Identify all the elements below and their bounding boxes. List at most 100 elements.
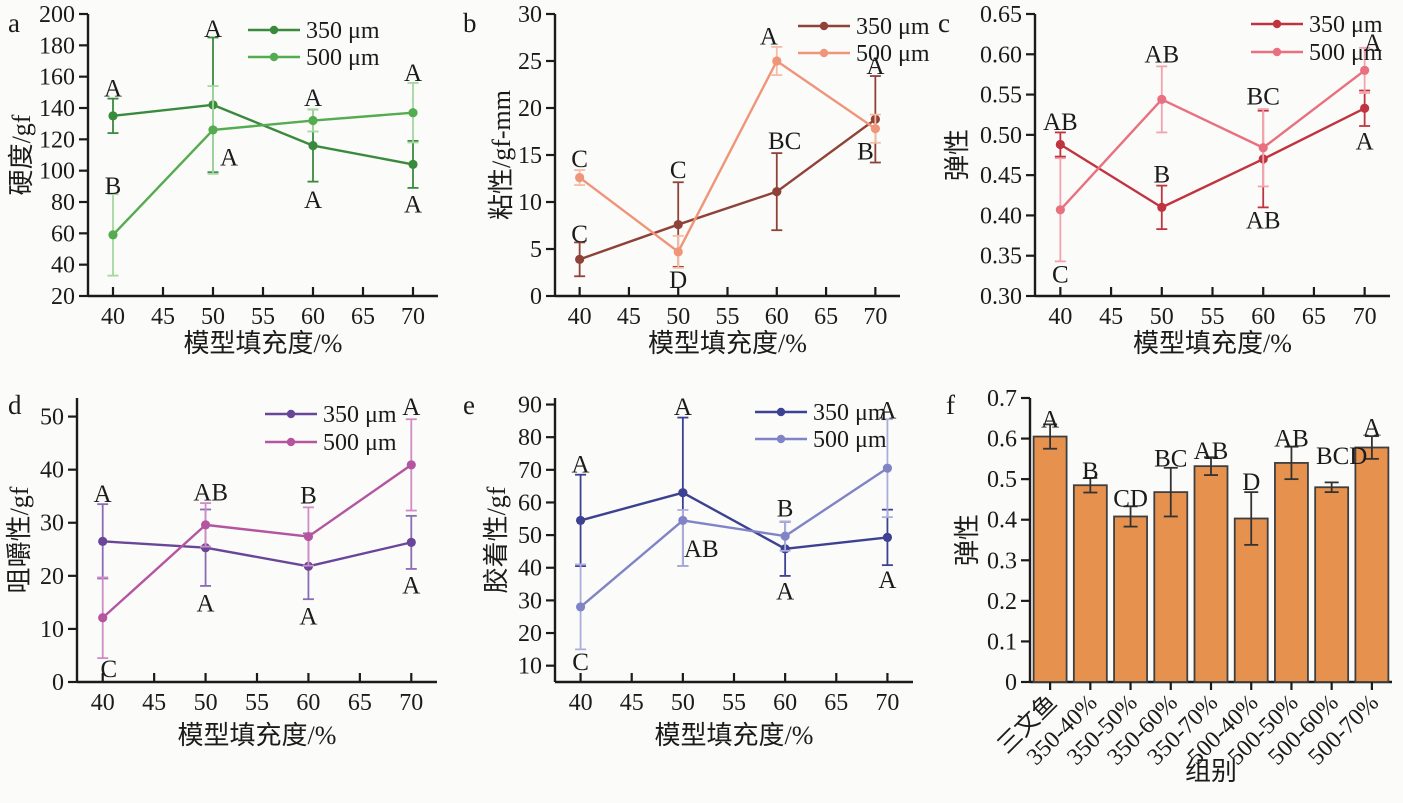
y-tick-label: 10 bbox=[518, 654, 542, 680]
x-tick-label: 50 bbox=[671, 690, 695, 716]
sig-letter: A bbox=[299, 604, 317, 631]
data-point bbox=[575, 172, 585, 183]
legend-marker-dot bbox=[819, 48, 829, 58]
y-tick-label: 5 bbox=[530, 237, 542, 263]
y-tick-label: 0.60 bbox=[980, 42, 1022, 68]
data-point bbox=[678, 515, 688, 526]
x-tick-label: 45 bbox=[151, 304, 175, 330]
sig-letter: C bbox=[571, 146, 588, 173]
series-line bbox=[1059, 107, 1366, 209]
sig-letter: AB bbox=[1144, 41, 1179, 68]
y-axis-title: 弹性 bbox=[943, 129, 972, 181]
legend-item-label: 350 μm bbox=[856, 14, 930, 40]
x-tick-label: 65 bbox=[1302, 304, 1326, 330]
data-point bbox=[1055, 139, 1065, 150]
panel-letter: b bbox=[463, 8, 477, 38]
legend-item-label: 500 μm bbox=[306, 45, 380, 71]
x-tick-label: 65 bbox=[348, 690, 372, 716]
series-350um: AB B AB A bbox=[1043, 89, 1374, 234]
sig-letter: A bbox=[760, 24, 778, 51]
x-tick-label: 60 bbox=[301, 304, 325, 330]
y-tick-label: 20 bbox=[518, 621, 542, 647]
x-axis-title: 模型填充度/% bbox=[1133, 329, 1292, 358]
bar bbox=[1032, 435, 1068, 683]
data-point bbox=[1157, 202, 1167, 212]
y-tick-label: 0 bbox=[1005, 670, 1017, 696]
x-tick-label: 45 bbox=[617, 304, 641, 330]
data-point bbox=[575, 602, 586, 612]
series-500um: B A A A bbox=[105, 60, 422, 277]
data-point bbox=[575, 254, 585, 264]
sig-letter: BC bbox=[1154, 446, 1187, 473]
x-tick-label: 60 bbox=[1251, 304, 1275, 330]
series-500um: C D A B bbox=[571, 24, 881, 294]
panel-f-springiness-bar-chart: f 0 0.1 0.2 0.3 0.4 0.5 0.6 0.7 弹性 三文鱼 350-40% 350-5… bbox=[930, 380, 1403, 798]
sig-letter: BC bbox=[1247, 83, 1280, 110]
x-tick-label: 45 bbox=[1099, 304, 1123, 330]
y-tick-label: 200 bbox=[39, 2, 75, 28]
y-tick-label: 120 bbox=[39, 127, 75, 153]
legend-item-label: 500 μm bbox=[323, 430, 397, 456]
data-point bbox=[882, 532, 893, 542]
x-tick-label: 40 bbox=[91, 690, 115, 716]
data-point bbox=[575, 515, 586, 526]
sig-letter: A bbox=[674, 394, 692, 421]
data-point bbox=[1360, 65, 1370, 75]
bar bbox=[1072, 484, 1108, 683]
data-point bbox=[200, 520, 211, 530]
y-tick-label: 20 bbox=[518, 96, 542, 122]
y-tick-label: 20 bbox=[40, 564, 64, 590]
sig-letter: CD bbox=[1113, 485, 1148, 512]
sig-letter: A bbox=[1041, 406, 1059, 433]
legend-marker-dot bbox=[269, 52, 279, 62]
y-axis-title: 胶着性/gf bbox=[482, 486, 511, 593]
x-tick-label: 55 bbox=[1201, 304, 1225, 330]
panel-a-svg: a 20 40 60 80 100 120 140 160 180 200 硬度/gf 40 45 50 55… bbox=[7, 2, 438, 358]
series-line bbox=[578, 59, 877, 254]
series-line bbox=[102, 540, 412, 568]
x-tick-label: 55 bbox=[251, 304, 275, 330]
y-tick-label: 50 bbox=[40, 405, 64, 431]
sig-letter: A bbox=[204, 16, 222, 43]
y-tick-label: 30 bbox=[518, 588, 542, 614]
data-point bbox=[98, 613, 108, 623]
sig-letter: A bbox=[94, 481, 112, 508]
x-axis-title: 模型填充度/% bbox=[178, 721, 337, 750]
y-tick-label: 0.6 bbox=[987, 427, 1017, 453]
sig-letter: A bbox=[572, 451, 590, 478]
sig-letter: B bbox=[857, 138, 874, 165]
series-350um: A A A A bbox=[94, 481, 421, 631]
y-tick-label: 0.50 bbox=[980, 123, 1022, 149]
data-point bbox=[98, 536, 108, 546]
y-tick-label: 10 bbox=[40, 617, 64, 643]
panel-letter: d bbox=[8, 390, 22, 420]
sig-letter: C bbox=[101, 656, 118, 683]
y-tick-label: 0.2 bbox=[987, 589, 1017, 615]
y-tick-label: 140 bbox=[39, 96, 75, 122]
y-axis-title: 咀嚼性/gf bbox=[5, 486, 34, 593]
x-axis-title: 模型填充度/% bbox=[655, 721, 814, 750]
y-tick-label: 15 bbox=[518, 143, 542, 169]
data-point bbox=[870, 124, 880, 134]
series-line bbox=[1059, 69, 1366, 211]
y-tick-label: 40 bbox=[518, 556, 542, 582]
data-point bbox=[108, 230, 118, 240]
x-tick-label: 65 bbox=[351, 304, 375, 330]
panel-a-hardness-line-chart: a 20 40 60 80 100 120 140 160 180 200 硬度/gf 40 45 50 55… bbox=[0, 0, 455, 378]
sig-letter: A bbox=[878, 567, 896, 594]
legend-marker-dot bbox=[819, 21, 829, 31]
data-point bbox=[678, 488, 688, 498]
data-point bbox=[406, 460, 416, 470]
x-tick-label: 60 bbox=[765, 304, 789, 330]
sig-letter: C bbox=[670, 157, 687, 184]
y-axis-title: 硬度/gf bbox=[7, 114, 36, 195]
sig-letter: A bbox=[404, 192, 422, 219]
series-500um: C AB B A bbox=[572, 397, 896, 675]
x-tick-label: 55 bbox=[245, 690, 269, 716]
x-tick-label: 40 bbox=[568, 304, 592, 330]
sig-letter: A bbox=[104, 76, 122, 103]
